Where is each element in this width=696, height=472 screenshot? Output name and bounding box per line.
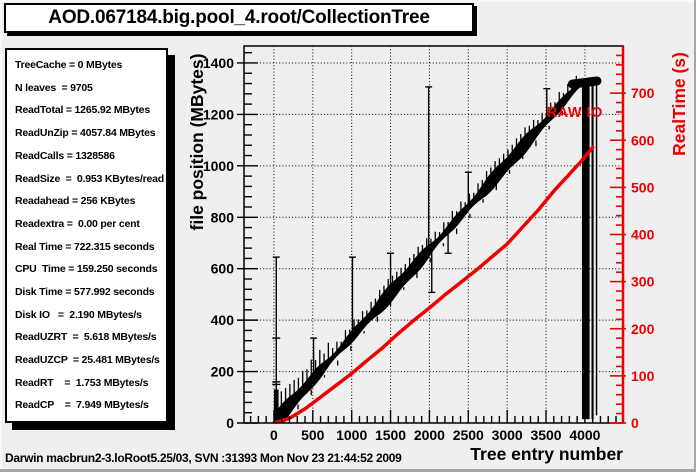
end-read-bar — [591, 84, 594, 420]
stat-line: ReadSize = 0.953 KBytes/read — [15, 172, 164, 185]
y-right-axis-title: RealTime (s) — [669, 52, 689, 156]
y-left-tick-label: 1200 — [203, 106, 234, 122]
x-tick-label: 3500 — [530, 427, 561, 443]
y-right-tick-label: 200 — [631, 321, 655, 337]
outlier-spikes — [272, 86, 551, 421]
pad-title: AOD.067184.big.pool_4.root/CollectionTre… — [48, 7, 430, 28]
y-right-tick-label: 300 — [631, 274, 655, 290]
end-read-bar — [581, 84, 590, 420]
y-left-tick-label: 800 — [211, 209, 235, 225]
stat-line: Disk Time = 577.992 seconds — [15, 285, 155, 298]
stat-line: TreeCache = 0 MBytes — [15, 59, 123, 72]
stat-line: ReadUZRT = 5.618 MBytes/s — [15, 331, 157, 344]
series-file-position — [272, 75, 602, 423]
x-tick-label: 1000 — [336, 427, 367, 443]
y-left-tick-label: 600 — [211, 261, 235, 277]
y-right-tick-label: 600 — [631, 132, 655, 148]
stat-line: ReadCP = 7.949 MBytes/s — [15, 399, 149, 412]
x-tick-label: 4000 — [569, 427, 600, 443]
y-left-tick-label: 1400 — [203, 55, 234, 71]
raw-io-annotation: RAW IO — [547, 105, 603, 121]
right-axis-ticks — [610, 54, 626, 424]
stat-line: Readahead = 256 KBytes — [15, 195, 136, 208]
y-left-tick-label: 200 — [211, 364, 235, 380]
y-left-tick-label: 400 — [211, 312, 235, 328]
stat-line: ReadRT = 1.753 MBytes/s — [15, 376, 149, 389]
x-axis-title: Tree entry number — [470, 444, 623, 464]
x-tick-label: 3000 — [492, 427, 523, 443]
x-tick-label: 0 — [270, 427, 278, 443]
x-tick-label: 1500 — [375, 427, 406, 443]
x-tick-label: 2500 — [453, 427, 484, 443]
footer-text: Darwin macbrun2-3.loRoot5.25/03, SVN :31… — [5, 451, 402, 465]
stat-line: ReadTotal = 1265.92 MBytes — [15, 104, 150, 117]
stat-line: ReadCalls = 1328586 — [15, 149, 115, 162]
grid-lines — [244, 46, 623, 423]
stats-panel: TreeCache = 0 MBytes N leaves = 9705 ReadT… — [5, 48, 168, 423]
stat-line: N leaves = 9705 — [15, 81, 93, 94]
x-tick-label: 500 — [301, 427, 325, 443]
stat-line: CPU Time = 159.250 seconds — [15, 263, 158, 276]
end-read-bar — [595, 84, 598, 416]
y-left-axis-title: file position (MBytes) — [187, 54, 207, 231]
stat-line: ReadUnZip = 4057.84 MBytes — [15, 127, 156, 140]
stat-line: Real Time = 722.315 seconds — [15, 240, 155, 253]
axis-ticks — [237, 51, 617, 424]
realtime-curve — [272, 145, 595, 423]
stat-line: ReadUZCP = 25.481 MBytes/s — [15, 354, 160, 367]
y-right-tick-label: 400 — [631, 227, 655, 243]
pad-title-box: AOD.067184.big.pool_4.root/CollectionTre… — [4, 3, 474, 33]
y-left-tick-label: 0 — [226, 415, 234, 431]
band-plateau — [567, 76, 602, 89]
stat-line: Readextra = 0.00 per cent — [15, 217, 140, 230]
x-tick-label: 2000 — [414, 427, 445, 443]
scatter-band-hairs — [276, 75, 578, 422]
y-right-tick-label: 500 — [631, 179, 655, 195]
y-right-tick-label: 0 — [631, 415, 639, 431]
y-right-tick-label: 100 — [631, 368, 655, 384]
stat-line: Disk IO = 2.190 MBytes/s — [15, 308, 142, 321]
y-right-tick-label: 700 — [631, 85, 655, 101]
y-left-tick-label: 1000 — [203, 158, 234, 174]
